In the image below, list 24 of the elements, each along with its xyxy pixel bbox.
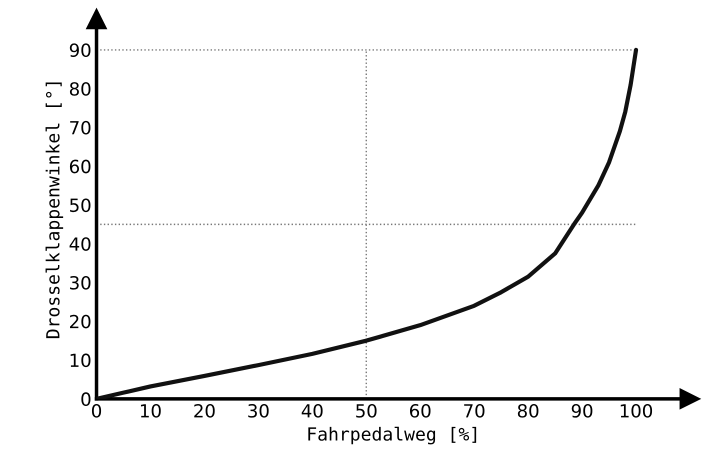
x-axis-title: Fahrpedalweg [%] [308,426,476,444]
y-tick-label: 20 [70,314,90,328]
x-tick-label: 10 [140,404,161,418]
x-tick-label: 40 [302,404,323,418]
y-axis-title: Drosselklappenwinkel [°] [46,82,64,338]
y-tick-label: 10 [70,354,90,368]
y-tick-label: 30 [70,276,90,290]
x-tick-label: 50 [356,404,377,418]
y-tick-label: 80 [70,82,90,96]
x-tick-label: 0 [92,404,102,418]
x-tick-label: 60 [410,404,431,418]
y-tick-label: 90 [70,43,90,58]
x-tick-label: 90 [572,404,592,418]
x-tick-label: 30 [248,404,269,418]
x-tick-label: 100 [620,404,652,418]
y-tick-label: 50 [70,198,90,212]
x-tick-label: 70 [464,404,484,418]
y-tick-label: 0 [81,392,90,406]
y-tick-label: 60 [70,160,90,174]
y-tick-label: 40 [70,237,90,251]
y-tick-label: 70 [70,120,90,135]
x-tick-label: 80 [518,404,538,418]
line-series [96,48,638,399]
x-tick-label: 20 [194,404,215,418]
